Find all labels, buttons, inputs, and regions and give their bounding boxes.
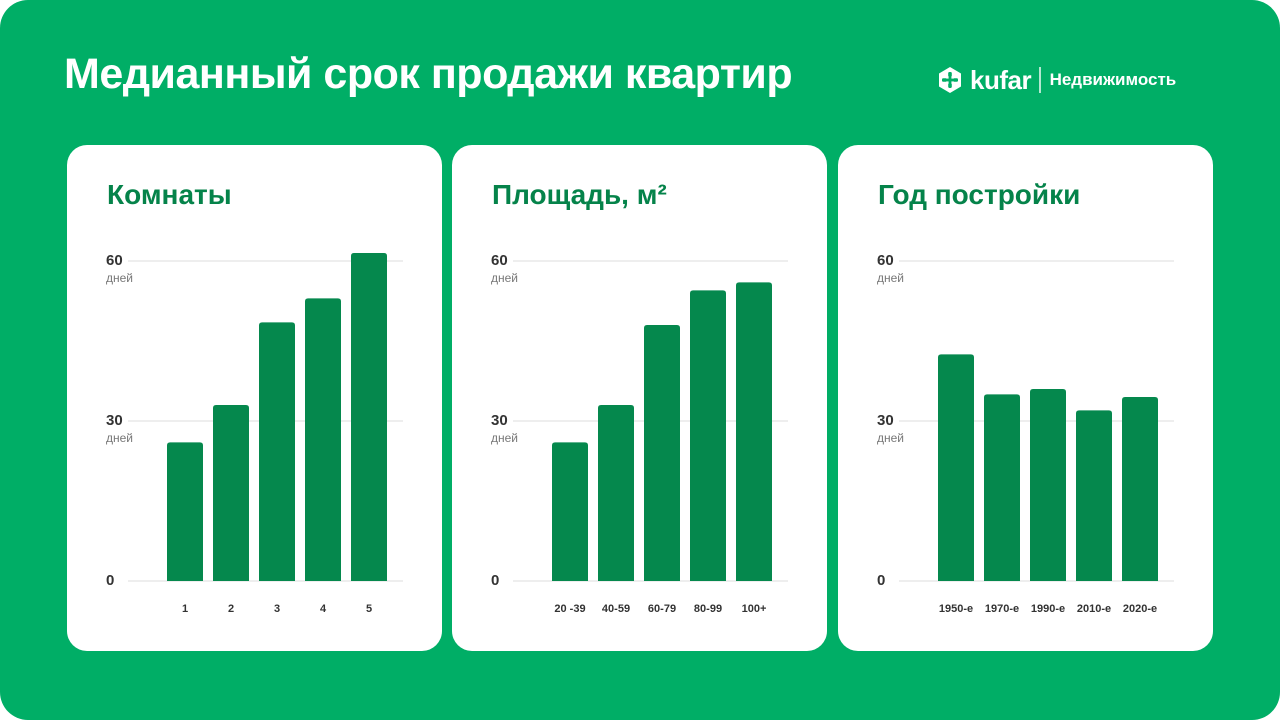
bar	[1030, 389, 1066, 581]
y-tick-unit: дней	[491, 271, 518, 285]
y-tick-label: 60	[877, 252, 894, 269]
x-tick-label: 3	[274, 603, 280, 615]
kufar-logo-icon	[939, 67, 961, 93]
x-tick-label: 100+	[742, 603, 767, 615]
y-tick-unit: дней	[491, 431, 518, 445]
bar	[351, 253, 387, 581]
bar	[938, 354, 974, 581]
y-tick-label: 30	[877, 412, 894, 429]
bar	[984, 394, 1020, 581]
page-title: Медианный срок продажи квартир	[64, 50, 793, 98]
y-tick-label: 60	[106, 252, 123, 269]
y-tick-label: 0	[877, 572, 885, 589]
x-tick-label: 2010-е	[1077, 603, 1111, 615]
y-tick-label: 0	[106, 572, 114, 589]
chart-panel-rooms: Комнаты 60 дней 30 дней 0 1 2 3 4 5	[67, 145, 442, 651]
x-tick-label: 2	[228, 603, 234, 615]
bar	[644, 325, 680, 581]
bar	[305, 298, 341, 581]
x-tick-label: 5	[366, 603, 372, 615]
x-tick-label: 4	[320, 603, 327, 615]
y-tick-label: 30	[106, 412, 123, 429]
bar	[213, 405, 249, 581]
x-tick-label: 2020-е	[1123, 603, 1157, 615]
x-tick-label: 1990-е	[1031, 603, 1065, 615]
y-tick-unit: дней	[106, 271, 133, 285]
bar-chart-area: 60 дней 30 дней 0 20 -39 40-59 60-79 80-99 100+	[491, 252, 788, 615]
x-tick-label: 1950-е	[939, 603, 973, 615]
bar	[1076, 410, 1112, 581]
chart-panel-area: Площадь, м² 60 дней 30 дней 0 20 -39 40-59 60-7…	[452, 145, 827, 651]
x-tick-label: 1	[182, 603, 188, 615]
bar	[552, 442, 588, 581]
y-tick-unit: дней	[877, 431, 904, 445]
bar-chart-build-year: 60 дней 30 дней 0 1950-е 1970-е 1990-е 2010-е 202…	[877, 252, 1174, 615]
chart-title: Год постройки	[878, 179, 1081, 210]
x-tick-label: 80-99	[694, 603, 722, 615]
brand-section: Недвижимость	[1049, 70, 1177, 89]
y-tick-label: 0	[491, 572, 499, 589]
chart-title: Комнаты	[107, 179, 232, 210]
y-tick-unit: дней	[106, 431, 133, 445]
bar	[598, 405, 634, 581]
bar	[259, 322, 295, 581]
bar	[167, 442, 203, 581]
x-tick-label: 60-79	[648, 603, 676, 615]
brand-logo: kufar Недвижимость	[936, 64, 1176, 96]
brand-name: kufar	[970, 64, 1032, 95]
chart-panel-build-year: Год постройки 60 дней 30 дней 0 1950-е 1970-е 1…	[838, 145, 1213, 651]
chart-title: Площадь, м²	[492, 179, 667, 210]
y-tick-label: 60	[491, 252, 508, 269]
brand-divider	[1039, 67, 1041, 93]
y-tick-label: 30	[491, 412, 508, 429]
x-tick-label: 20 -39	[554, 603, 585, 615]
y-tick-unit: дней	[877, 271, 904, 285]
bar-chart-rooms: 60 дней 30 дней 0 1 2 3 4 5	[106, 252, 403, 615]
x-tick-label: 1970-е	[985, 603, 1019, 615]
bar	[690, 290, 726, 581]
bar	[736, 282, 772, 581]
x-tick-label: 40-59	[602, 603, 630, 615]
bar	[1122, 397, 1158, 581]
